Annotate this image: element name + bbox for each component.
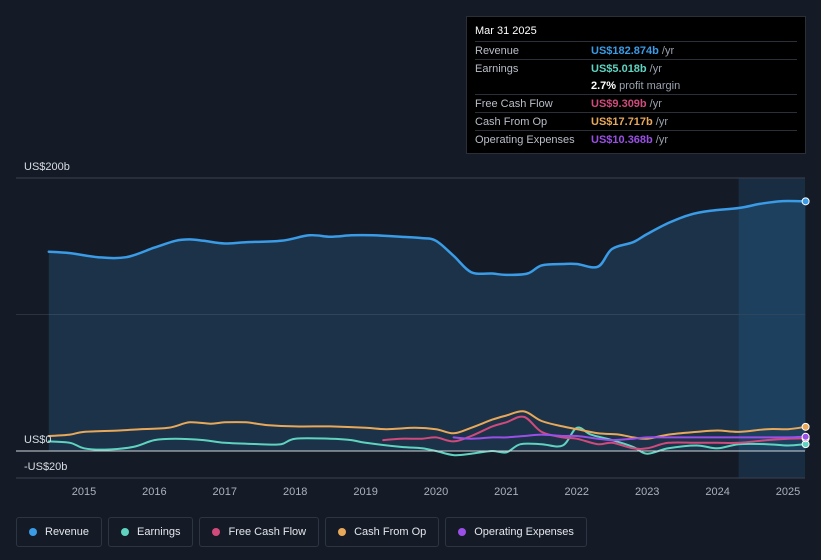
legend: Revenue Earnings Free Cash Flow Cash Fro… [16,517,587,547]
series-line-cash-from-op [47,410,807,440]
tooltip-value: US$5.018b [591,62,647,75]
legend-dot-icon [121,528,130,536]
tooltip-value: US$17.717b [591,115,653,128]
legend-label: Cash From Op [354,526,427,538]
legend-item-operating-expenses[interactable]: Operating Expenses [445,517,587,547]
series-endpoint-revenue [801,197,810,206]
tooltip-value: US$182.874b [591,44,659,57]
tooltip-unit: /yr [655,115,668,128]
tooltip-label: Earnings [475,62,519,75]
series-endpoint-operating-expenses [801,432,810,441]
tooltip-row-operating-expenses: Operating Expenses US$10.368b /yr [475,130,797,148]
tooltip-date: Mar 31 2025 [475,25,537,37]
legend-dot-icon [458,528,467,536]
tooltip-value: US$10.368b [591,133,653,146]
tooltip-label: Free Cash Flow [475,97,553,110]
tooltip-unit: /yr [661,44,675,57]
tooltip-row-earnings: Earnings US$5.018b /yr [475,59,797,77]
x-tick-2019: 2019 [353,486,377,498]
tooltip-label: Cash From Op [475,115,548,128]
series-line-earnings [47,426,807,457]
tooltip-row-free-cash-flow: Free Cash Flow US$9.309b /yr [475,94,797,112]
x-tick-2023: 2023 [635,486,659,498]
tooltip-label: Revenue [475,44,520,57]
y-label-zero: US$0 [24,434,52,446]
legend-dot-icon [212,528,221,536]
legend-item-free-cash-flow[interactable]: Free Cash Flow [199,517,320,547]
legend-label: Free Cash Flow [228,526,307,538]
x-tick-2017: 2017 [213,486,237,498]
tooltip: Mar 31 2025 Revenue US$182.874b /yr Earn… [466,16,806,154]
x-tick-2024: 2024 [705,486,729,498]
legend-dot-icon [338,528,347,536]
y-label-bottom: -US$20b [24,461,67,473]
legend-item-revenue[interactable]: Revenue [16,517,103,547]
tooltip-row-revenue: Revenue US$182.874b /yr [475,41,797,59]
tooltip-value: 2.7% [591,79,617,92]
legend-label: Operating Expenses [474,526,574,538]
series-area-revenue [48,201,806,451]
x-tick-2022: 2022 [565,486,589,498]
tooltip-label: Operating Expenses [475,133,575,146]
legend-dot-icon [29,528,37,536]
y-label-top: US$200b [24,161,70,173]
x-tick-2015: 2015 [72,486,96,498]
tooltip-row-cash-from-op: Cash From Op US$17.717b /yr [475,112,797,130]
x-tick-2025: 2025 [776,486,800,498]
series-line-revenue [47,199,807,277]
x-tick-2020: 2020 [424,486,448,498]
tooltip-unit: /yr [649,97,662,110]
tooltip-value: US$9.309b [591,97,647,110]
x-tick-2018: 2018 [283,486,307,498]
tooltip-row-profit-margin: 2.7% profit margin [475,77,797,94]
legend-label: Revenue [45,526,90,538]
legend-item-earnings[interactable]: Earnings [108,517,194,547]
x-axis: 2015 2016 2017 2018 2019 2020 2021 2022 2023 2024… [72,486,800,498]
series-endpoint-cash-from-op [801,422,810,431]
x-tick-2016: 2016 [142,486,166,498]
legend-item-cash-from-op[interactable]: Cash From Op [325,517,440,547]
legend-label: Earnings [137,526,181,538]
x-tick-2021: 2021 [494,486,518,498]
tooltip-unit: /yr [655,133,668,146]
series-line-free-cash-flow [382,415,807,450]
tooltip-unit: profit margin [619,79,681,92]
series-line-operating-expenses [452,433,807,442]
tooltip-unit: /yr [649,62,662,75]
series-layer [47,197,810,457]
